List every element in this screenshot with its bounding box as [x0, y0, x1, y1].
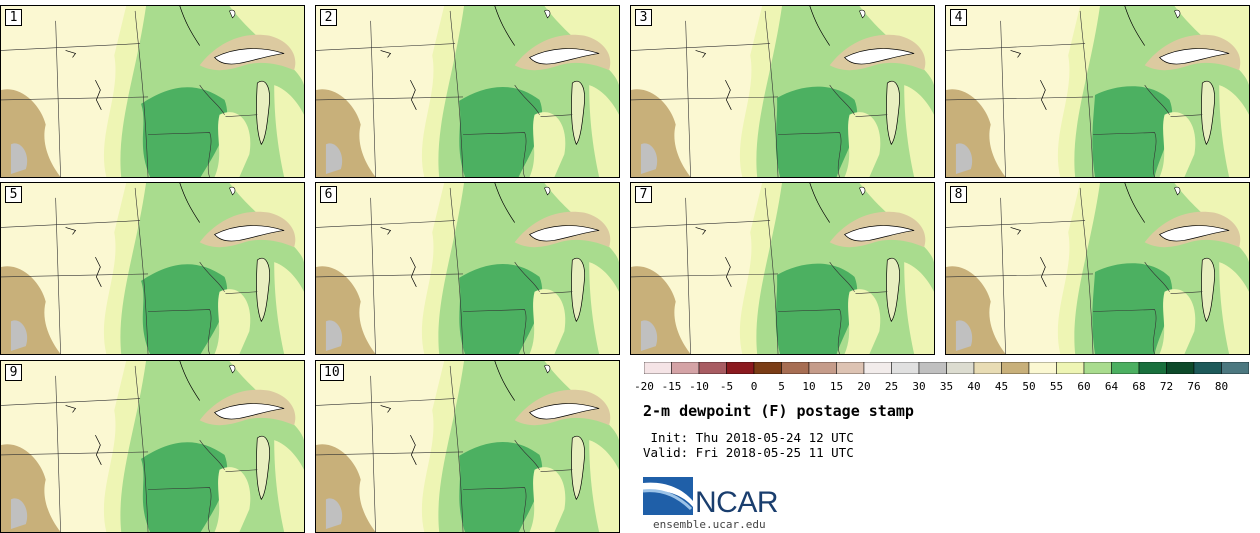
- ensemble-member-panel: 1: [0, 5, 305, 178]
- ensemble-member-panel: 6: [315, 182, 620, 355]
- member-number-label: 6: [320, 186, 337, 203]
- ncar-wordmark: NCAR: [695, 486, 779, 519]
- ensemble-member-panel: 7: [630, 182, 935, 355]
- figure-title: 2-m dewpoint (F) postage stamp: [643, 402, 914, 420]
- colorbar-swatch: [1221, 362, 1249, 374]
- colorbar-tick-label: -10: [689, 380, 709, 393]
- member-number-label: 10: [320, 364, 344, 381]
- colorbar-swatch: [671, 362, 700, 374]
- ensemble-member-panel: 9: [0, 360, 305, 533]
- ensemble-member-panel: 2: [315, 5, 620, 178]
- colorbar-tick-label: 20: [857, 380, 871, 393]
- colorbar-tick-label: 35: [939, 380, 954, 393]
- ensemble-member-panel: 10: [315, 360, 620, 533]
- dewpoint-map: [1, 183, 304, 354]
- colorbar-tick-label: 55: [1049, 380, 1064, 393]
- colorbar-swatch: [1083, 362, 1112, 374]
- ensemble-member-panel: 3: [630, 5, 935, 178]
- member-number-label: 7: [635, 186, 652, 203]
- dewpoint-map: [1, 361, 304, 532]
- colorbar-tick-label: 50: [1022, 380, 1036, 393]
- colorbar-swatch: [1028, 362, 1057, 374]
- colorbar-tick-label: 0: [750, 380, 758, 393]
- dewpoint-map: [631, 6, 934, 177]
- dewpoint-colorbar: [644, 362, 1249, 374]
- colorbar-swatch: [726, 362, 755, 374]
- colorbar-swatch: [1193, 362, 1222, 374]
- colorbar-swatch: [918, 362, 947, 374]
- member-number-label: 3: [635, 9, 652, 26]
- member-number-label: 1: [5, 9, 22, 26]
- member-number-label: 5: [5, 186, 22, 203]
- member-number-label: 8: [950, 186, 967, 203]
- ensemble-member-panel: 8: [945, 182, 1250, 355]
- website-label: ensemble.ucar.edu: [653, 518, 766, 531]
- colorbar-swatch: [698, 362, 727, 374]
- colorbar-tick-label: 68: [1132, 380, 1146, 393]
- dewpoint-map: [946, 183, 1249, 354]
- dewpoint-map: [1, 6, 304, 177]
- colorbar-tick-label: 15: [829, 380, 844, 393]
- colorbar-swatch: [781, 362, 810, 374]
- ncar-logo-icon: [643, 477, 693, 515]
- colorbar-tick-label: -15: [661, 380, 682, 393]
- valid-time: Valid: Fri 2018-05-25 11 UTC: [643, 445, 854, 460]
- colorbar-swatch: [1138, 362, 1167, 374]
- colorbar-swatch: [1166, 362, 1195, 374]
- colorbar-tick-label: -20: [634, 380, 654, 393]
- member-number-label: 4: [950, 9, 967, 26]
- dewpoint-map: [946, 6, 1249, 177]
- colorbar-tick-label: 64: [1104, 380, 1119, 393]
- colorbar-swatch: [973, 362, 1002, 374]
- colorbar-swatch: [863, 362, 892, 374]
- colorbar-tick-label: 76: [1187, 380, 1201, 393]
- colorbar-swatch: [891, 362, 920, 374]
- colorbar-tick-label: -5: [719, 380, 734, 393]
- member-number-label: 9: [5, 364, 22, 381]
- dewpoint-map: [316, 361, 619, 532]
- colorbar-swatch: [1056, 362, 1085, 374]
- colorbar-tick-label: 10: [802, 380, 816, 393]
- colorbar-tick-label: 72: [1159, 380, 1174, 393]
- init-time: Init: Thu 2018-05-24 12 UTC: [643, 430, 854, 445]
- dewpoint-map: [316, 6, 619, 177]
- colorbar-swatch: [753, 362, 782, 374]
- colorbar-swatch: [1001, 362, 1030, 374]
- colorbar-swatch: [644, 362, 672, 374]
- colorbar-tick-label: 5: [778, 380, 785, 393]
- colorbar-tick-label: 60: [1077, 380, 1091, 393]
- member-number-label: 2: [320, 9, 337, 26]
- colorbar-tick-label: 80: [1214, 380, 1229, 393]
- colorbar-swatch: [946, 362, 975, 374]
- colorbar-swatch: [1111, 362, 1140, 374]
- dewpoint-map: [631, 183, 934, 354]
- colorbar-tick-label: 25: [884, 380, 899, 393]
- colorbar-swatch: [836, 362, 865, 374]
- colorbar-tick-label: 45: [994, 380, 1009, 393]
- colorbar-tick-label: 30: [912, 380, 926, 393]
- colorbar-tick-label: 40: [967, 380, 981, 393]
- ensemble-member-panel: 4: [945, 5, 1250, 178]
- colorbar-swatch: [808, 362, 837, 374]
- dewpoint-map: [316, 183, 619, 354]
- ensemble-member-panel: 5: [0, 182, 305, 355]
